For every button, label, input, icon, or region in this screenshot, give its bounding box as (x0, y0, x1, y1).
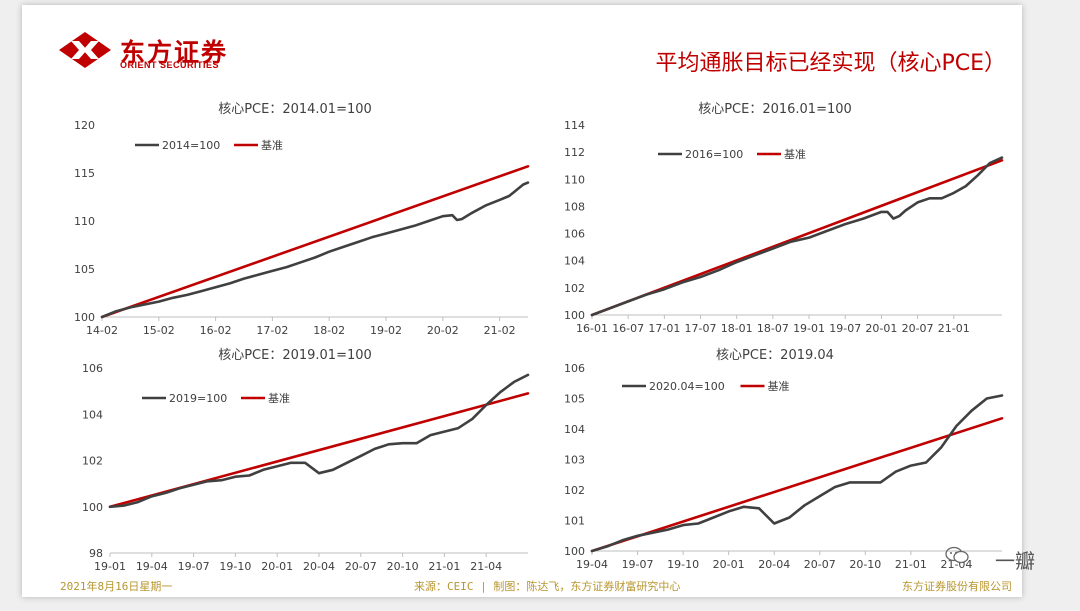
y-tick-label: 108 (564, 200, 585, 213)
x-tick-label: 18-01 (721, 322, 753, 335)
x-tick-label: 19-02 (370, 324, 402, 337)
y-tick-label: 104 (564, 423, 585, 436)
x-tick-label: 19-01 (793, 322, 825, 335)
legend-label: 基准 (784, 148, 806, 161)
slide-title: 平均通胀目标已经实现（核心PCE） (655, 51, 1006, 76)
chart-title: 核心PCE：2019.01=100 (218, 348, 372, 363)
x-tick-label: 19-10 (667, 558, 699, 571)
y-tick-label: 104 (564, 255, 585, 268)
series-line-baseline (590, 417, 1004, 553)
series-line-baseline (100, 165, 530, 319)
y-tick-label: 102 (82, 455, 103, 468)
footer-company: 东方证券股份有限公司 (902, 580, 1012, 593)
series-line-index (100, 181, 530, 319)
x-tick-label: 20-04 (758, 558, 790, 571)
x-tick-label: 17-01 (648, 322, 680, 335)
legend-label: 2014=100 (162, 139, 220, 152)
y-tick-label: 104 (82, 408, 103, 421)
wechat-icon (945, 546, 969, 564)
footer-date: 2021年8月16日星期一 (60, 580, 173, 593)
x-tick-label: 20-10 (849, 558, 881, 571)
y-tick-label: 102 (564, 484, 585, 497)
x-tick-label: 20-04 (303, 560, 335, 573)
x-tick-label: 21-02 (484, 324, 516, 337)
y-tick-label: 105 (564, 393, 585, 406)
series-line-index (590, 394, 1004, 553)
x-tick-label: 20-02 (427, 324, 459, 337)
x-tick-label: 20-07 (345, 560, 377, 573)
y-tick-label: 110 (564, 173, 585, 186)
x-tick-label: 19-04 (576, 558, 608, 571)
y-tick-label: 105 (74, 263, 95, 276)
y-tick-label: 100 (564, 545, 585, 558)
y-tick-label: 103 (564, 454, 585, 467)
y-tick-label: 106 (564, 362, 585, 375)
y-tick-label: 110 (74, 215, 95, 228)
legend-label: 基准 (768, 380, 790, 393)
legend-label: 2016=100 (685, 148, 743, 161)
x-tick-label: 20-07 (804, 558, 836, 571)
legend-label: 2019=100 (169, 392, 227, 405)
x-tick-label: 20-01 (713, 558, 745, 571)
watermark-text: 一瓣 (995, 549, 1035, 573)
series-line-index (590, 156, 1004, 317)
y-tick-label: 115 (74, 167, 95, 180)
chart-title: 核心PCE：2014.01=100 (218, 102, 372, 117)
chart-panel-2020: 核心PCE：2019.04 100 101 102 103 104 105 106 19-04 1… (540, 343, 1010, 573)
chart-title: 核心PCE：2019.04 (716, 348, 834, 363)
x-tick-label: 20-10 (387, 560, 419, 573)
y-tick-label: 100 (82, 501, 103, 514)
chart-title: 核心PCE：2016.01=100 (698, 102, 852, 117)
x-tick-label: 19-07 (622, 558, 654, 571)
y-tick-label: 120 (74, 119, 95, 132)
x-tick-label: 19-01 (94, 560, 126, 573)
slide: 东方证券 ORIENT SECURITIES 平均通胀目标已经实现（核心PCE）… (22, 5, 1022, 597)
y-tick-label: 112 (564, 146, 585, 159)
x-tick-label: 19-07 (829, 322, 861, 335)
logo-chinese-name: 东方证券 (120, 38, 229, 67)
y-tick-label: 101 (564, 515, 585, 528)
x-tick-label: 21-01 (428, 560, 460, 573)
x-tick-label: 17-02 (256, 324, 288, 337)
chart-panel-2019: 核心PCE：2019.01=100 98 100 102 104 106 19-01 19-0… (50, 343, 540, 573)
x-tick-label: 21-01 (895, 558, 927, 571)
x-tick-label: 17-07 (685, 322, 717, 335)
legend-label: 2020.04=100 (649, 380, 725, 393)
x-tick-label: 15-02 (143, 324, 175, 337)
x-tick-label: 19-07 (178, 560, 210, 573)
series-line-index (108, 373, 530, 509)
y-tick-label: 100 (74, 311, 95, 324)
legend-label: 基准 (268, 392, 290, 405)
x-tick-label: 16-01 (576, 322, 608, 335)
x-tick-label: 20-01 (261, 560, 293, 573)
x-tick-label: 19-04 (136, 560, 168, 573)
y-tick-label: 106 (564, 228, 585, 241)
legend-label: 基准 (261, 139, 283, 152)
x-tick-label: 18-02 (313, 324, 345, 337)
y-tick-label: 98 (89, 547, 103, 560)
x-tick-label: 18-07 (757, 322, 789, 335)
chart-panel-2014: 核心PCE：2014.01=100 100 105 110 115 120 14-02 15-… (50, 97, 540, 342)
y-tick-label: 102 (564, 282, 585, 295)
x-tick-label: 14-02 (86, 324, 118, 337)
x-tick-label: 21-01 (938, 322, 970, 335)
x-tick-label: 16-07 (612, 322, 644, 335)
chart-panel-2016: 核心PCE：2016.01=100 100 102 104 106 108 110 112 11… (540, 97, 1010, 342)
x-tick-label: 21-04 (470, 560, 502, 573)
footer-source: 来源：CEIC | 制图：陈达飞，东方证券财富研究中心 (414, 580, 681, 593)
y-tick-label: 106 (82, 362, 103, 375)
orient-securities-logo-icon (59, 32, 111, 68)
x-tick-label: 20-07 (902, 322, 934, 335)
x-tick-label: 19-10 (219, 560, 251, 573)
x-tick-label: 20-01 (865, 322, 897, 335)
x-tick-label: 16-02 (200, 324, 232, 337)
logo-english-name: ORIENT SECURITIES (120, 60, 220, 70)
y-tick-label: 114 (564, 119, 585, 132)
y-tick-label: 100 (564, 309, 585, 322)
